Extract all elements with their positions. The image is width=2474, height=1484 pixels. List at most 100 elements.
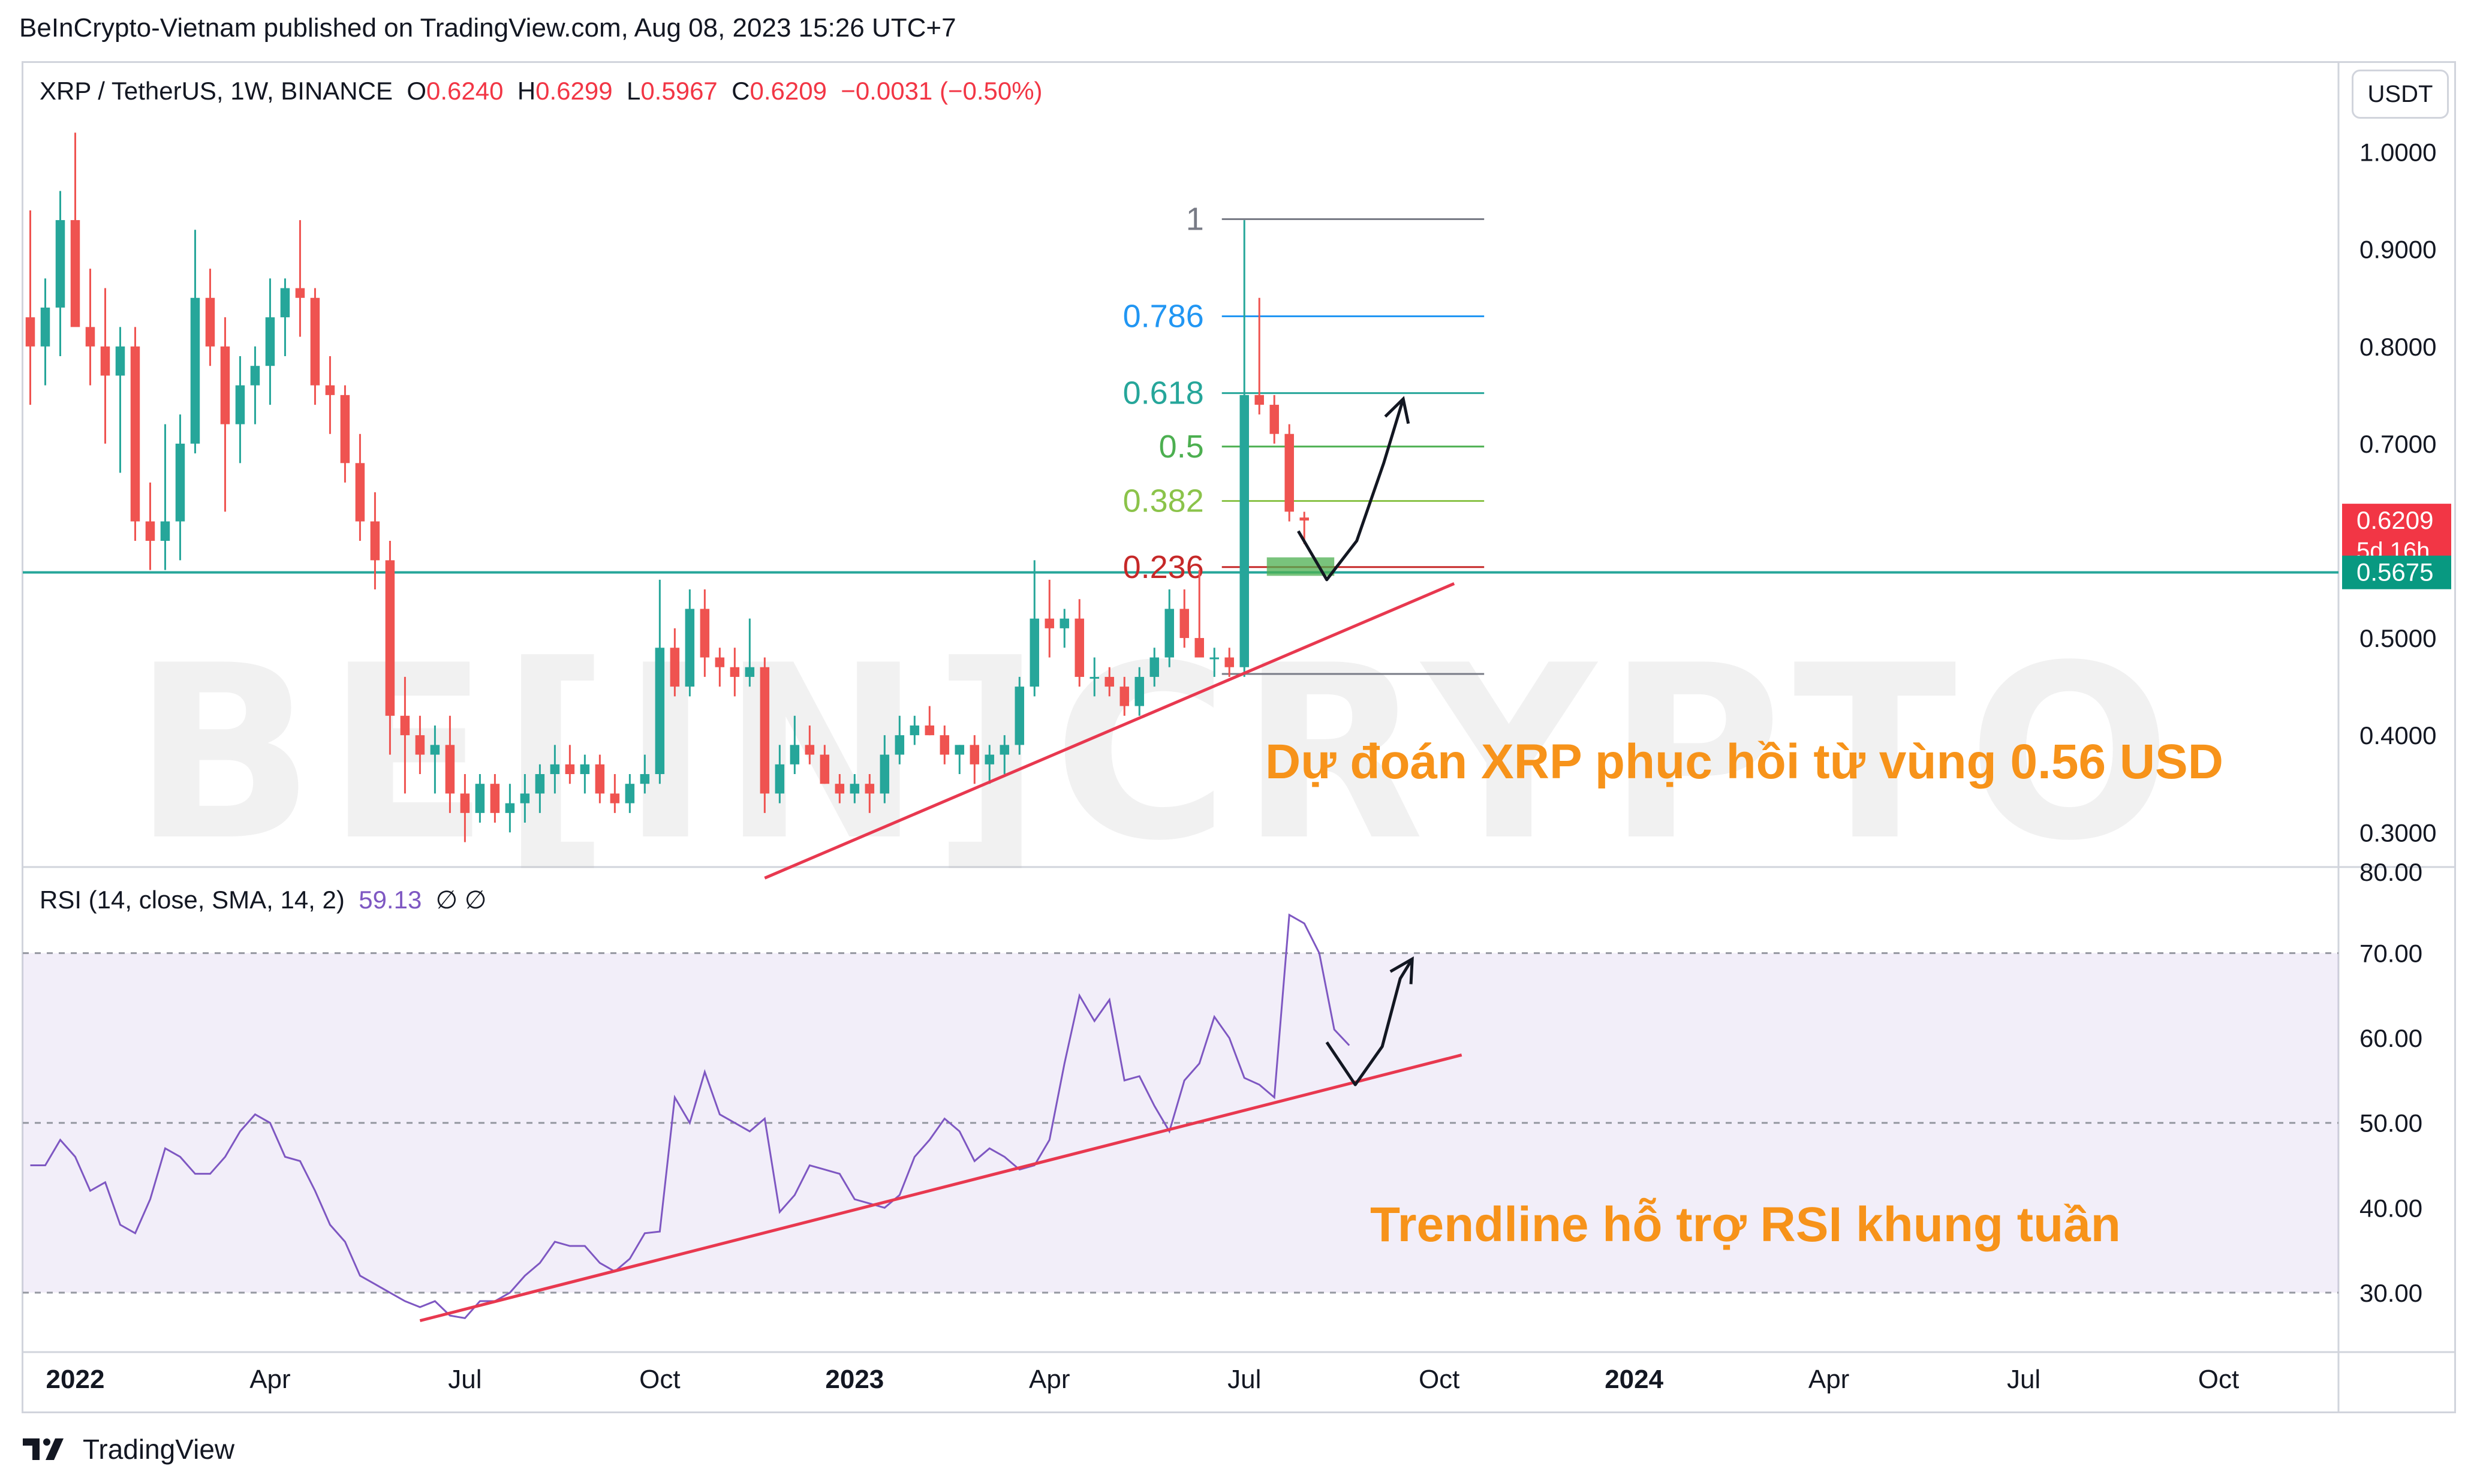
candle-body [805, 745, 815, 755]
candle-body [415, 735, 425, 755]
candle-body [190, 297, 200, 444]
candle-body [970, 745, 980, 764]
symbol-legend: XRP / TetherUS, 1W, BINANCE O0.6240 H 0.6… [40, 77, 1043, 106]
candle-body [1179, 609, 1189, 639]
time-axis-tick: Apr [1808, 1365, 1849, 1394]
time-axis-tick: Oct [639, 1365, 680, 1394]
price-projection-arrow-head [1384, 396, 1410, 424]
candle-body [1015, 687, 1025, 745]
candle-body [370, 521, 380, 561]
candle-body [550, 764, 560, 775]
open-value: 0.6240 [426, 77, 504, 105]
candle-body [25, 317, 35, 347]
candle-body [715, 657, 725, 667]
candle-body [835, 784, 845, 794]
fib-level-label: 0.618 [1123, 375, 1204, 411]
candle-body [760, 667, 770, 794]
time-axis-tick: Jul [2007, 1365, 2040, 1394]
rsi-projection-arrow-head [1389, 956, 1414, 985]
price-projection-arrow [1297, 398, 1405, 582]
rsi-line [30, 913, 1350, 1319]
open-label: O [407, 77, 426, 105]
candle-body [790, 745, 800, 764]
candle-body [490, 784, 500, 813]
rsi-label[interactable]: RSI (14, close, SMA, 14, 2) [40, 886, 345, 914]
price-axis-tick: 0.8000 [2359, 333, 2436, 361]
time-axis-tick: 2022 [46, 1365, 105, 1394]
fib-level-label: 0.382 [1123, 483, 1204, 519]
price-axis-label: 0.6209 [2356, 506, 2433, 534]
candle-body [595, 764, 605, 794]
candle-body [1045, 618, 1055, 628]
fib-level-label: 1 [1186, 201, 1204, 237]
rsi-axis-tick: 70.00 [2359, 940, 2422, 968]
currency-button[interactable]: USDT [2352, 70, 2449, 119]
candle-body [685, 609, 695, 687]
price-axis-label: 0.5675 [2356, 558, 2433, 586]
symbol-name[interactable]: XRP / TetherUS, 1W, BINANCE [40, 77, 393, 105]
candle-body [40, 307, 50, 347]
candle-body [1134, 676, 1145, 706]
candle-body [655, 648, 665, 775]
close-label: C [732, 77, 750, 105]
low-label: L [626, 77, 641, 105]
fib-level-label: 0.5 [1159, 429, 1204, 465]
close-value: 0.6209 [750, 77, 827, 105]
time-axis-tick: Jul [1227, 1365, 1261, 1394]
candle-body [1000, 745, 1010, 755]
candle-body [1254, 395, 1264, 405]
candle-body [430, 745, 440, 755]
candle-body [625, 784, 635, 803]
candle-body [1075, 618, 1085, 677]
candle-body [235, 385, 245, 425]
candle-body [265, 317, 275, 366]
candle-body [175, 443, 185, 522]
change-value: −0.0031 (−0.50%) [841, 77, 1043, 105]
time-axis-tick: 2024 [1605, 1365, 1663, 1394]
candle-body [295, 288, 305, 298]
price-axis-tick: 0.7000 [2359, 430, 2436, 458]
candle-body [340, 395, 350, 463]
candle-body [220, 346, 230, 425]
rsi-axis-tick: 30.00 [2359, 1279, 2422, 1307]
candle-body [355, 463, 365, 522]
candle-body [610, 793, 620, 803]
price-axis-label-box [2342, 555, 2451, 589]
candle-body [325, 385, 335, 395]
candle-body [1284, 434, 1294, 512]
price-axis-tick: 1.0000 [2359, 139, 2436, 167]
footer[interactable]: TradingView [22, 1433, 234, 1465]
candle-body [520, 793, 530, 803]
candle-body [640, 774, 650, 784]
price-axis-tick: 0.5000 [2359, 624, 2436, 652]
price-annotation: Dự đoán XRP phục hồi từ vùng 0.56 USD [1265, 735, 2223, 789]
rsi-axis-tick: 40.00 [2359, 1194, 2422, 1222]
rsi-annotation: Trendline hỗ trợ RSI khung tuần [1370, 1197, 2121, 1252]
rsi-trendline [419, 1053, 1462, 1323]
candle-body [850, 784, 860, 794]
fib-level-label: 0.786 [1123, 299, 1204, 335]
candle-body [745, 667, 755, 677]
price-axis-tick: 0.9000 [2359, 236, 2436, 264]
candle-body [100, 346, 110, 376]
rsi-legend: RSI (14, close, SMA, 14, 2) 59.13 ∅ ∅ [40, 885, 487, 914]
price-axis-tick: 0.3000 [2359, 818, 2436, 847]
candle-body [115, 346, 125, 376]
candle-body [400, 715, 410, 736]
time-axis-tick: 2023 [825, 1365, 884, 1394]
footer-brand: TradingView [83, 1434, 235, 1465]
tradingview-logo-icon [23, 1438, 64, 1460]
time-axis-tick: Oct [2198, 1365, 2239, 1394]
candle-body [955, 745, 965, 755]
candle-body [535, 774, 545, 794]
candle-body [940, 735, 950, 755]
price-axis-tick: 0.4000 [2359, 721, 2436, 749]
chart-frame [22, 61, 2456, 1413]
candle-body [1060, 618, 1070, 628]
candle-body [445, 745, 455, 794]
high-label: H [517, 77, 536, 105]
candle-body [280, 288, 290, 318]
rsi-value: 59.13 [359, 886, 422, 914]
candle-body [160, 521, 170, 541]
